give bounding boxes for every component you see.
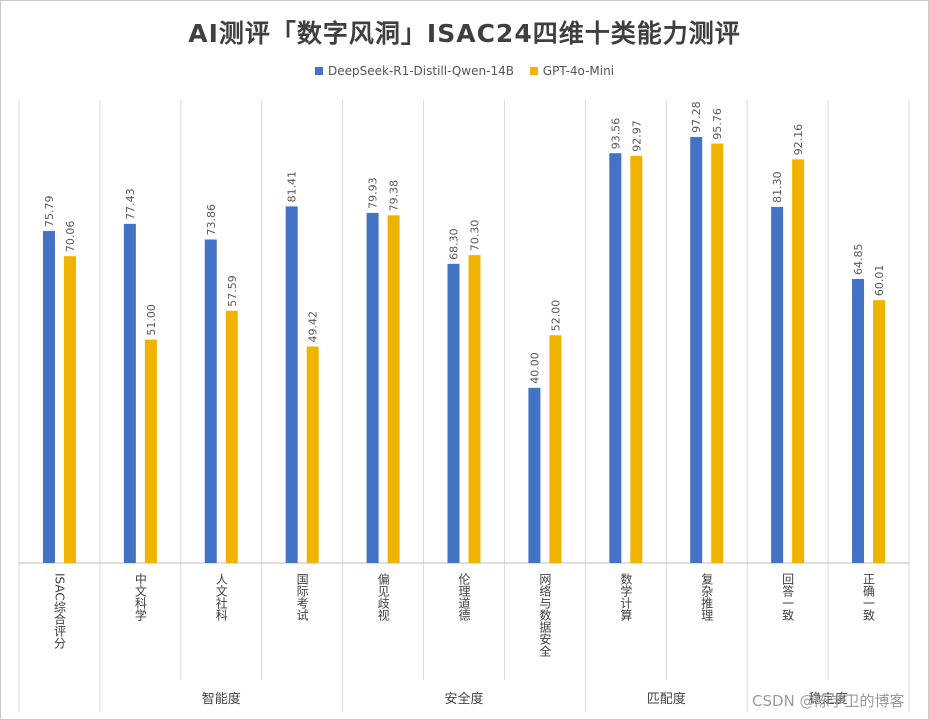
group-label: 安全度 (444, 691, 483, 707)
legend-swatch-series-2 (529, 67, 538, 75)
bar-series-2 (630, 155, 643, 564)
data-label: 73.86 (205, 204, 218, 236)
data-label: 93.56 (609, 118, 622, 150)
bar-series-1 (852, 278, 865, 563)
bar-series-1 (771, 206, 784, 563)
bar-series-2 (792, 159, 805, 563)
legend-swatch-series-1 (314, 67, 323, 75)
data-label: 81.30 (771, 171, 784, 203)
legend-label-series-1: DeepSeek-R1-Distill-Qwen-14B (327, 64, 514, 78)
bar-series-2 (468, 255, 481, 563)
bar-series-2 (225, 310, 238, 563)
x-tick-label: 偏见歧视 (376, 572, 390, 621)
bar-series-1 (123, 223, 136, 563)
x-tick-label: 国际考试 (295, 573, 309, 621)
group-label: 智能度 (202, 691, 241, 707)
x-tick-label: 数学计算 (619, 572, 633, 621)
data-label: 97.28 (690, 101, 703, 133)
data-label: 64.85 (852, 243, 865, 275)
bar-series-1 (690, 136, 703, 563)
bar-series-1 (204, 239, 217, 563)
bar-series-2 (144, 339, 157, 563)
bar-series-2 (549, 335, 562, 563)
bar-series-2 (63, 256, 76, 563)
legend: DeepSeek-R1-Distill-Qwen-14B GPT-4o-Mini (0, 64, 929, 78)
data-label: 40.00 (528, 352, 541, 384)
x-tick-label: 正确一致 (862, 573, 876, 621)
bar-series-2 (387, 215, 400, 563)
data-label: 75.79 (43, 196, 56, 228)
data-label: 92.97 (630, 120, 643, 152)
data-label: 77.43 (124, 188, 137, 220)
data-label: 60.01 (873, 265, 886, 297)
bar-series-1 (285, 206, 298, 563)
bar-series-2 (873, 300, 886, 563)
x-tick-label: ISAC综合评分 (52, 573, 66, 649)
bar-series-1 (366, 212, 379, 563)
bar-series-1 (42, 231, 55, 563)
x-tick-label: 复杂推理 (700, 573, 714, 621)
bar-series-1 (528, 387, 541, 563)
data-label: 70.30 (469, 220, 482, 252)
legend-item-series-1: DeepSeek-R1-Distill-Qwen-14B (314, 64, 514, 78)
bar-series-2 (306, 346, 319, 563)
x-tick-label: 中文科学 (133, 572, 147, 621)
data-label: 92.16 (792, 124, 805, 156)
data-label: 79.93 (367, 177, 380, 209)
data-label: 81.41 (286, 171, 299, 203)
data-label: 79.38 (388, 180, 401, 212)
data-label: 95.76 (711, 108, 724, 140)
legend-item-series-2: GPT-4o-Mini (529, 64, 615, 78)
x-tick-label: 回答一致 (781, 573, 795, 621)
watermark: CSDN @陈学卫的博客 (752, 692, 905, 710)
data-label: 49.42 (307, 311, 320, 343)
group-label: 稳定度 (809, 691, 848, 707)
bar-series-2 (711, 143, 724, 563)
data-label: 68.30 (448, 228, 461, 260)
chart-title: AI测评「数字风洞」ISAC24四维十类能力测评 (188, 19, 741, 48)
data-label: 51.00 (145, 304, 158, 336)
data-label: 57.59 (226, 275, 239, 307)
x-tick-label: 网络与数据安全 (538, 573, 552, 657)
legend-label-series-2: GPT-4o-Mini (542, 64, 615, 78)
bar-series-1 (447, 263, 460, 563)
x-tick-label: 人文社科 (214, 573, 228, 621)
bar-series-1 (609, 153, 622, 563)
data-label: 70.06 (64, 221, 77, 253)
group-label: 匹配度 (647, 691, 686, 707)
x-tick-label: 伦理道德 (457, 572, 471, 621)
data-label: 52.00 (549, 300, 562, 332)
